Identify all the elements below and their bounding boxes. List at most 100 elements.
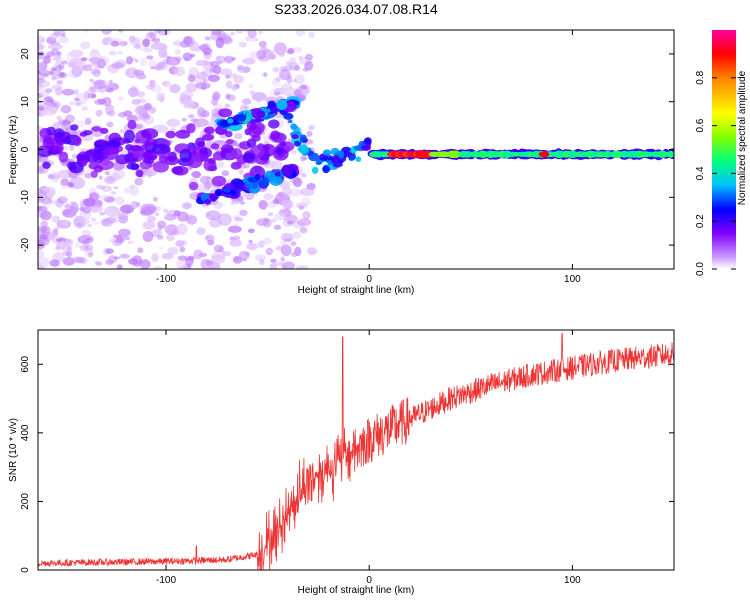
spectral-blob xyxy=(136,91,146,98)
spectral-blob xyxy=(195,82,211,90)
spectral-blob xyxy=(221,251,231,257)
spectral-blob xyxy=(668,152,674,157)
colorbar-label: Normalized spectral amplitude xyxy=(737,70,748,205)
spectral-blob xyxy=(103,196,115,203)
spectral-blob xyxy=(84,245,89,250)
spectral-blob xyxy=(232,214,241,220)
spectral-blob xyxy=(187,114,195,119)
spectral-blob xyxy=(83,149,101,163)
spectral-blob xyxy=(308,31,315,39)
spectral-blob xyxy=(105,175,114,183)
spectral-blob xyxy=(145,138,158,145)
spectral-blob xyxy=(38,111,42,116)
spectral-blob xyxy=(55,198,64,208)
spectral-blob xyxy=(272,198,280,205)
spectral-blob xyxy=(230,200,235,206)
spectral-blob xyxy=(233,222,239,226)
spectral-blob xyxy=(164,213,177,221)
spectral-blob xyxy=(186,215,198,225)
spectral-blob xyxy=(165,130,176,139)
spectral-blob xyxy=(225,130,233,138)
spectral-blob xyxy=(70,124,79,131)
spectral-blob xyxy=(169,84,181,94)
spectral-blob xyxy=(92,57,107,68)
spectral-blob xyxy=(229,239,243,247)
spectral-blob xyxy=(104,205,120,217)
spectral-blob xyxy=(161,252,174,260)
x-tick-label: -100 xyxy=(156,274,176,285)
spectral-blob xyxy=(117,96,124,102)
spectral-blob xyxy=(234,217,244,222)
spectral-blob xyxy=(231,148,243,160)
spectral-blob xyxy=(87,63,94,67)
spectral-blob xyxy=(202,133,215,141)
spectral-blob xyxy=(152,265,162,269)
snr-panel: -100 0 100 0 200 400 600 Height of straight li… xyxy=(8,329,675,596)
spectral-blob xyxy=(61,88,75,96)
spectral-blob xyxy=(44,196,49,201)
spectral-blob xyxy=(154,212,160,217)
spectral-blob xyxy=(84,117,92,125)
spectral-blob xyxy=(300,187,315,197)
spectral-blob xyxy=(97,55,109,67)
spectral-blob xyxy=(69,144,75,151)
spectral-blob xyxy=(273,87,286,96)
spectral-blob xyxy=(267,212,274,217)
spectral-blob xyxy=(148,32,154,38)
spectral-blob xyxy=(66,62,76,68)
spectral-blob xyxy=(196,71,208,80)
spectral-blob xyxy=(281,257,285,262)
spectral-blob xyxy=(153,30,162,34)
spectral-blob xyxy=(38,77,46,85)
spectral-blob xyxy=(80,41,91,49)
spectral-blob xyxy=(204,36,211,41)
spectral-blob xyxy=(256,218,269,227)
spectral-blob xyxy=(224,103,230,108)
spectral-blob xyxy=(123,110,133,117)
spectral-blob xyxy=(249,51,258,60)
spectral-blob xyxy=(106,110,116,117)
spectral-blob xyxy=(104,85,108,89)
spectral-blob xyxy=(140,203,157,213)
spectral-blob xyxy=(251,92,267,102)
spectral-blob xyxy=(292,231,302,239)
spectral-blob xyxy=(207,121,217,129)
spectral-blob xyxy=(173,40,182,47)
spectral-blob xyxy=(166,234,175,242)
spectral-blob xyxy=(62,120,68,125)
spectral-blob xyxy=(217,213,232,226)
spectral-blob xyxy=(300,173,307,178)
spectral-blob xyxy=(59,72,66,78)
x-tick-label: 0 xyxy=(366,274,372,285)
spectral-blob xyxy=(42,161,51,169)
spectral-blob xyxy=(215,55,227,64)
spectral-blob xyxy=(54,87,63,96)
spectral-blob xyxy=(211,30,222,36)
spectral-blob xyxy=(42,101,53,110)
spectral-blob xyxy=(56,115,62,121)
y-tick-label: 10 xyxy=(20,96,31,108)
spectral-blob xyxy=(291,134,299,140)
spectral-blob xyxy=(58,64,65,69)
spectral-blob xyxy=(173,66,186,77)
spectral-blob xyxy=(130,85,138,96)
spectral-blob xyxy=(124,70,130,76)
spectral-blob xyxy=(204,126,215,135)
spectral-blob xyxy=(135,169,144,178)
spectral-blob xyxy=(41,225,51,236)
spectral-blob xyxy=(299,134,307,143)
spectral-blob xyxy=(214,109,219,115)
spectral-blob xyxy=(271,132,287,143)
spectral-blob xyxy=(295,30,306,37)
spectral-blob xyxy=(46,126,56,136)
spectral-blob xyxy=(245,36,252,42)
spectral-blob xyxy=(81,230,92,236)
spectral-blob xyxy=(254,37,259,42)
spectral-blob xyxy=(275,171,281,177)
spectral-blob xyxy=(125,56,134,65)
spectral-blob xyxy=(58,119,71,126)
spectral-blob xyxy=(118,228,131,237)
spectral-blob xyxy=(209,218,222,228)
spectral-blob xyxy=(298,205,304,210)
spectral-blob xyxy=(74,54,80,59)
